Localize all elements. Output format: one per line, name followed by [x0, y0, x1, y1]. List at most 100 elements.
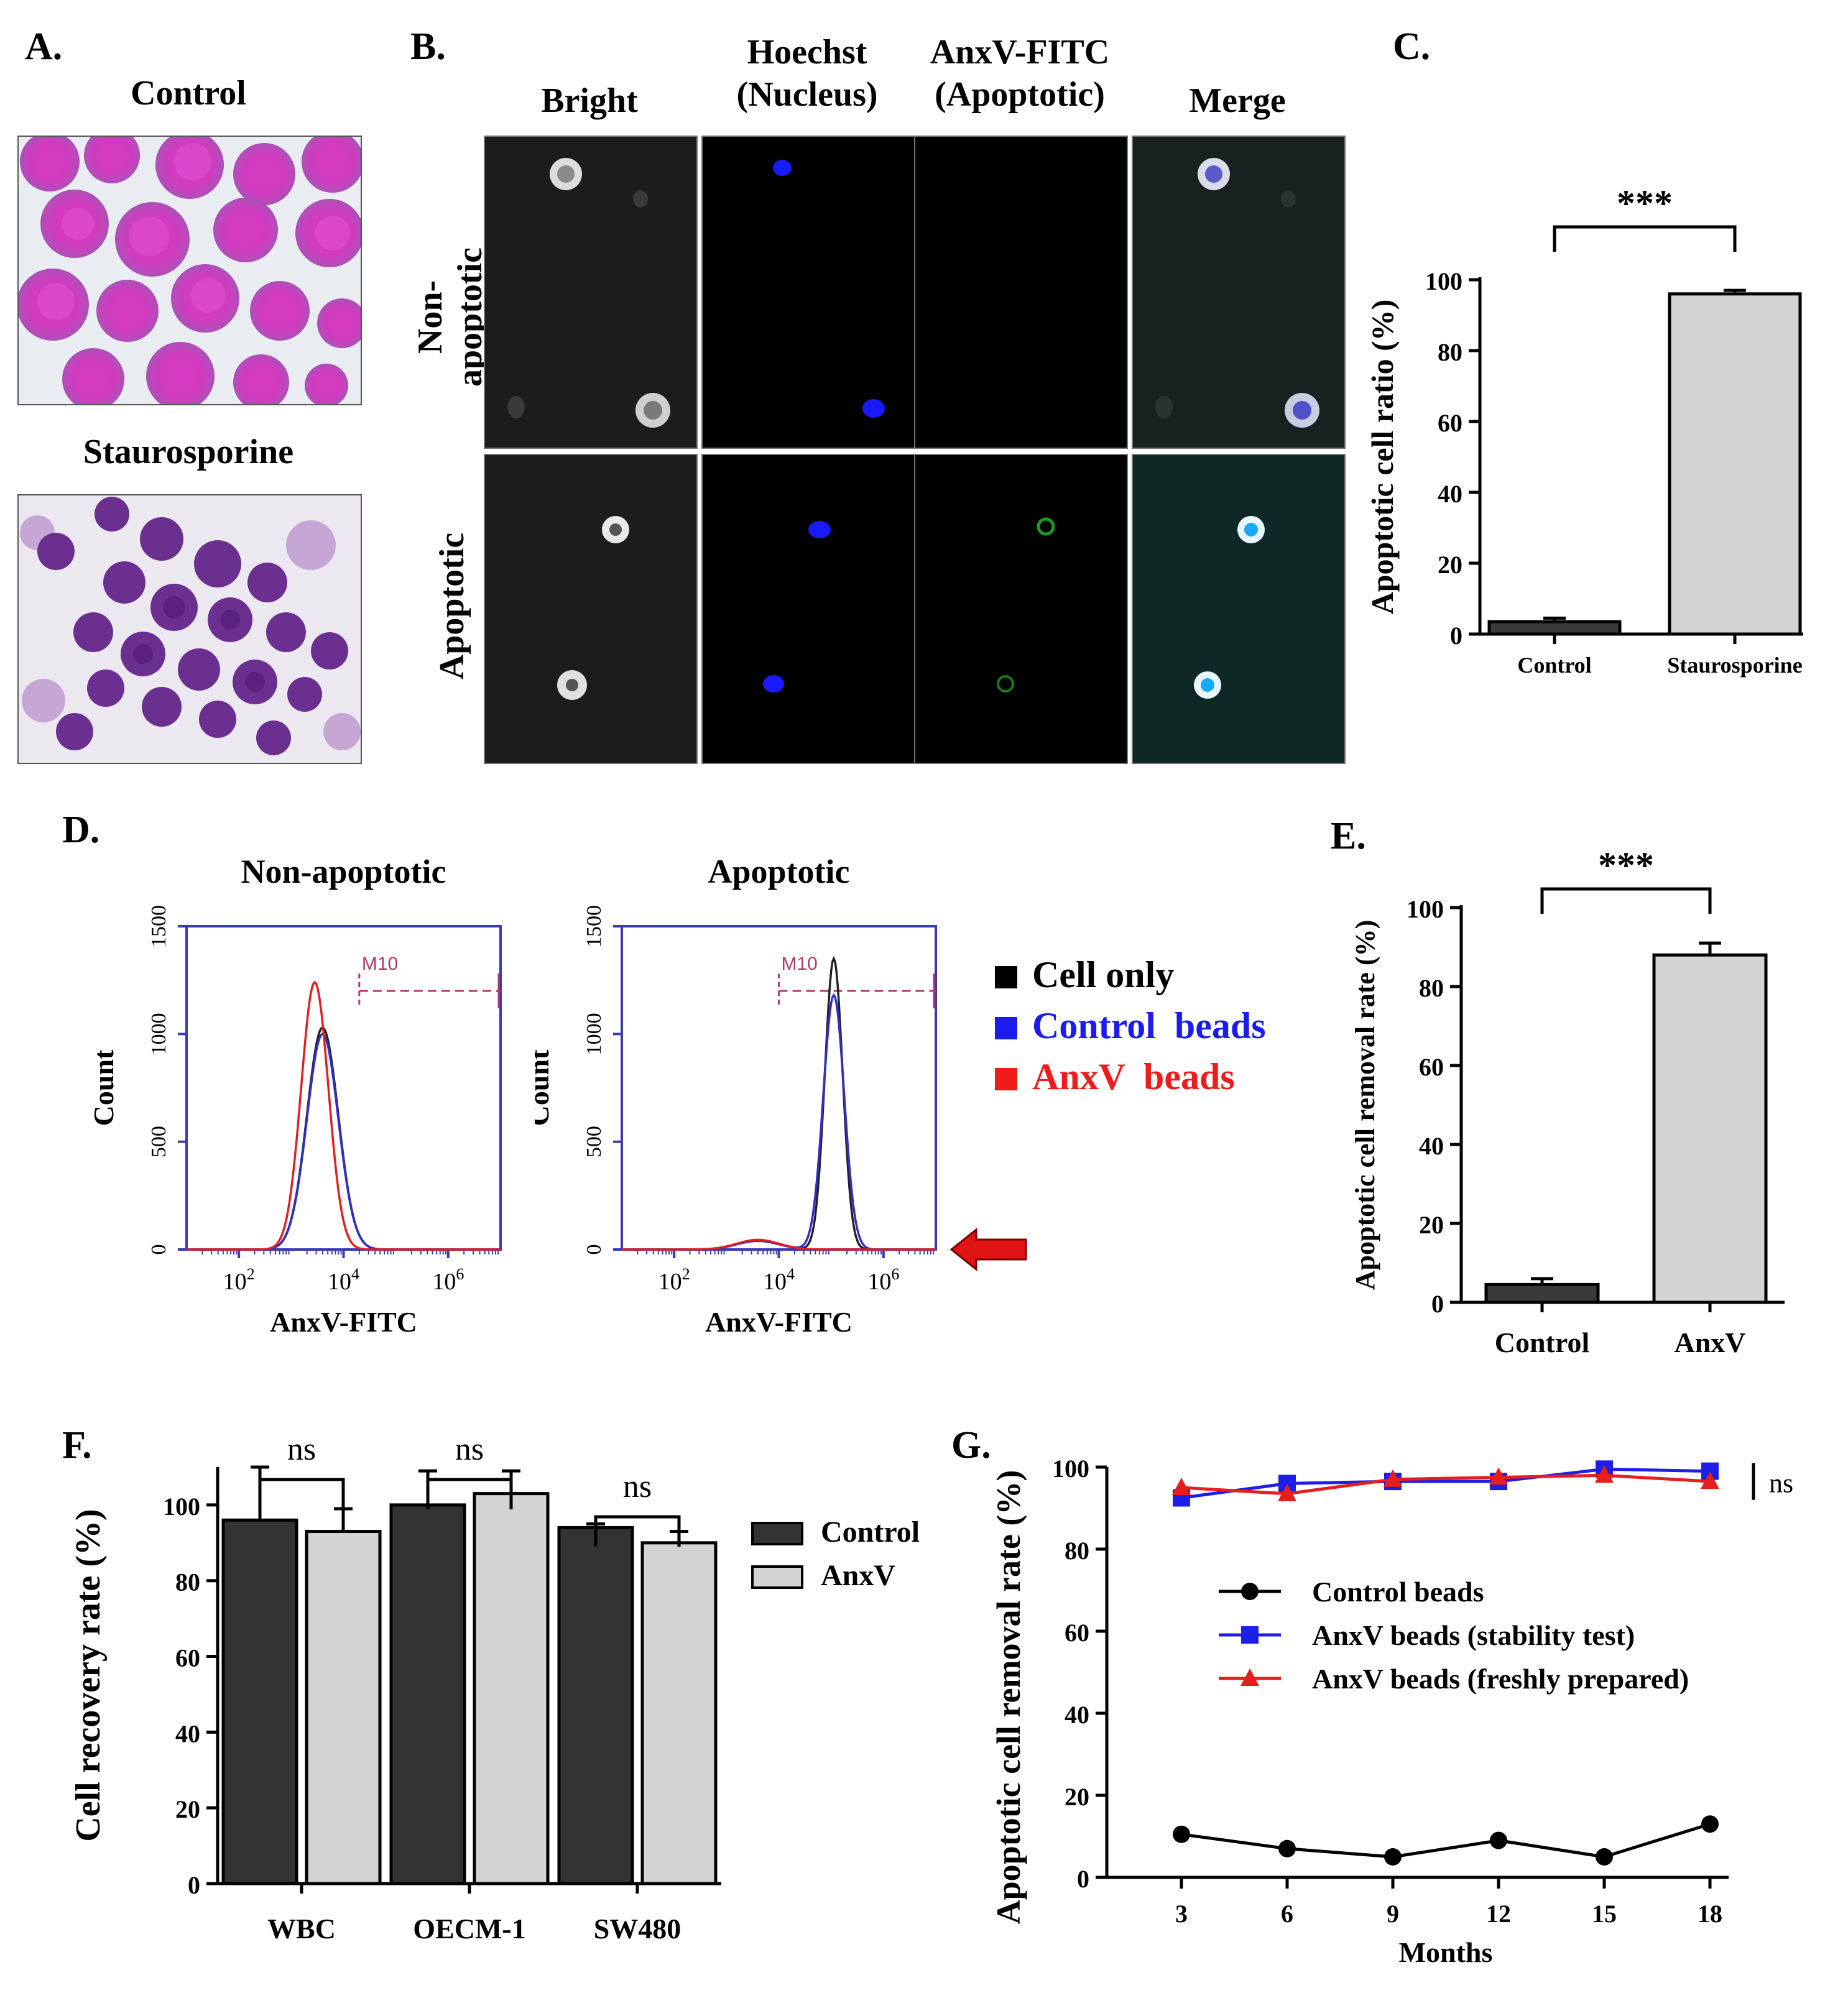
x-tick-exponent: 6 [891, 1265, 899, 1283]
red-arrow-icon [949, 1227, 1027, 1272]
micrograph-apoptotic-merge [1132, 454, 1346, 764]
y-tick-label: 60 [1419, 1053, 1444, 1081]
y-tick-label: 1500 [583, 905, 606, 947]
data-point [1490, 1831, 1507, 1849]
chart-f-recovery-rate: 0 20 40 60 80 100 Cell recovery rate (%) WBC ns O… [69, 1432, 920, 1945]
panel-a-label: A. [25, 25, 63, 68]
micrograph-nonapoptotic-bright [484, 136, 698, 449]
micrograph-apoptotic-bright [484, 454, 698, 764]
micrograph-nonapoptotic-merge [1132, 136, 1346, 449]
legend-swatch [751, 1522, 803, 1545]
control-micrograph-art [19, 137, 361, 404]
panel-b-label: B. [410, 25, 446, 68]
bar-control-sw480 [557, 1526, 634, 1885]
legend-label: Cell only [1032, 954, 1174, 995]
y-tick-label: 80 [175, 1568, 200, 1596]
significance-bracket [594, 1515, 681, 1547]
y-tick-label: 0 [188, 1871, 200, 1899]
bar-control-wbc [221, 1518, 298, 1885]
y-tick-label: 40 [1065, 1701, 1089, 1729]
data-point [1172, 1478, 1191, 1495]
bar-anxv-oecm-1 [473, 1492, 550, 1885]
y-tick-label: 40 [1438, 480, 1462, 508]
x-axis-label: AnxV-FITC [705, 1306, 852, 1338]
legend-label: AnxV beads (stability test) [1312, 1619, 1635, 1651]
x-tick-exponent: 4 [351, 1265, 359, 1283]
x-tick-label: 104 [328, 1265, 359, 1295]
legend-swatch [751, 1565, 803, 1589]
x-tick-label: 102 [223, 1265, 255, 1295]
y-tick-label: 60 [1438, 409, 1462, 437]
histogram-anxv-beads [622, 1238, 936, 1251]
x-axis-label: Months [1399, 1936, 1493, 1968]
y-tick-label: 40 [1419, 1132, 1444, 1160]
staurosporine-micrograph-art [19, 495, 361, 763]
x-tick-label: 9 [1387, 1900, 1399, 1928]
x-tick-label: 15 [1592, 1900, 1617, 1928]
panel-a-treated-title: Staurosporine [83, 433, 294, 471]
y-tick-label: 1500 [147, 905, 170, 947]
y-axis-label: Apoptotic cell ratio (%) [1365, 300, 1400, 615]
y-tick-label: 1000 [583, 1013, 606, 1055]
y-tick-label: 0 [1450, 622, 1462, 650]
histogram-control-beads [622, 993, 936, 1251]
x-tick-label: 3 [1175, 1900, 1188, 1928]
x-tick-label: 102 [658, 1265, 690, 1295]
legend-marker [1240, 1668, 1259, 1686]
col-title-anxv-fitc: AnxV-FITC (Apoptotic) [930, 33, 1110, 114]
panel-e-label: E. [1331, 815, 1366, 857]
significance-bracket [1553, 225, 1737, 252]
data-point [1384, 1469, 1402, 1487]
line-control-beads [1181, 1822, 1711, 1859]
micrograph-nonapoptotic-hoechst [701, 136, 915, 449]
panel-a-control-title: Control [131, 74, 246, 113]
control-micrograph [17, 136, 362, 405]
bar-anxv [1652, 953, 1768, 1304]
chart-d-legend: Cell only Control beads AnxV beads [995, 954, 1266, 1097]
bar-anxv-sw480 [640, 1541, 718, 1885]
y-tick-label: 20 [1065, 1783, 1089, 1811]
x-tick-exponent: 2 [247, 1265, 255, 1283]
chart-e-removal-rate: 0 20 40 60 80 100 Control AnxV *** Apoptotic cell… [1350, 845, 1785, 1358]
legend-label: Control beads [1032, 1005, 1266, 1046]
y-axis-label: Cell recovery rate (%) [69, 1509, 108, 1841]
y-axis-label: Apoptotic cell removal rate (%) [1350, 920, 1380, 1290]
micrograph-apoptotic-anxv [914, 454, 1128, 764]
y-tick-label: 20 [1419, 1211, 1444, 1239]
y-tick-label: 1000 [147, 1013, 170, 1055]
micrograph-apoptotic-bright-art [485, 455, 696, 763]
y-tick-label: 100 [163, 1493, 200, 1521]
y-tick-label: 20 [175, 1795, 200, 1823]
x-tick-exponent: 4 [787, 1265, 795, 1283]
micrograph-nonapoptotic-anxv-art [915, 137, 1127, 448]
data-point [1489, 1467, 1508, 1485]
panel-d-label: D. [62, 809, 100, 851]
y-tick-label: 0 [583, 1245, 606, 1255]
y-tick-label: 80 [1419, 974, 1444, 1002]
histogram-title: Apoptotic [708, 858, 850, 890]
micrograph-apoptotic-anxv-art [915, 455, 1127, 763]
y-tick-label: 100 [1407, 895, 1444, 923]
bar-control-oecm-1 [389, 1503, 466, 1885]
x-tick-label: 106 [867, 1265, 899, 1295]
y-tick-label: 100 [1052, 1455, 1089, 1483]
histogram-anxv-beads [187, 980, 501, 1251]
data-point [1701, 1815, 1719, 1833]
bar-anxv-wbc [305, 1530, 382, 1885]
y-tick-label: 40 [175, 1719, 200, 1747]
col-title-merge: Merge [1189, 81, 1286, 120]
legend-label: AnxV beads [1032, 1056, 1235, 1097]
y-tick-label: 100 [1425, 267, 1462, 295]
data-point [1278, 1839, 1296, 1857]
x-tick-label: 106 [432, 1265, 464, 1295]
data-point [1278, 1483, 1296, 1501]
micrograph-apoptotic-hoechst [701, 454, 915, 764]
micrograph-nonapoptotic-hoechst-art [703, 137, 914, 448]
micrograph-apoptotic-hoechst-art [703, 455, 914, 763]
gate-label: M10 [782, 954, 818, 974]
legend-swatch [995, 1068, 1017, 1090]
micrograph-nonapoptotic-bright-art [485, 137, 696, 448]
y-tick-label: 60 [1065, 1619, 1089, 1647]
significance-label: ns [623, 1469, 652, 1504]
x-tick-label: SW480 [594, 1913, 681, 1945]
